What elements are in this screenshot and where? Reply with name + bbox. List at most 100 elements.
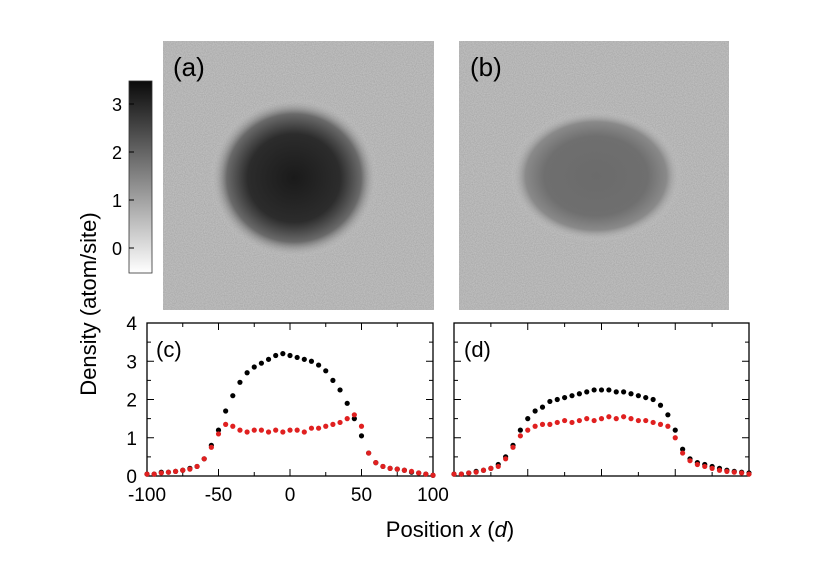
plot-c-point-series-1	[330, 421, 336, 427]
plot-d-point-series-0	[665, 412, 671, 418]
plot-c-point-series-1	[244, 429, 250, 435]
plot-d-point-series-1	[687, 458, 693, 464]
plot-d-point-series-1	[628, 416, 634, 422]
plot-d-point-series-1	[488, 465, 494, 471]
plot-d-point-series-1	[672, 435, 678, 441]
plot-d-point-series-1	[532, 423, 538, 429]
plot-d-point-series-1	[731, 469, 737, 475]
plot-d-point-series-0	[643, 394, 649, 401]
y-axis-label: Density (atom/site)	[76, 212, 101, 395]
plot-c-point-series-0	[280, 351, 286, 357]
plot-d-point-series-0	[517, 427, 523, 433]
plot-d-point-series-0	[576, 391, 582, 397]
plot-c-point-series-1	[201, 456, 207, 462]
plot-d-point-series-1	[569, 419, 575, 426]
plot-c-point-series-1	[187, 466, 193, 472]
plot-c-y-tick-label: 1	[126, 429, 137, 450]
plot-d-point-series-0	[650, 396, 656, 403]
plot-c-point-series-0	[230, 393, 236, 399]
plot-c-point-series-1	[373, 460, 379, 466]
plot-c-point-series-0	[351, 416, 357, 422]
plot-d-point-series-1	[635, 417, 641, 424]
plot-c-point-series-1	[316, 425, 322, 431]
plot-c-x-tick-label: -50	[205, 485, 232, 506]
plot-d-point-series-0	[635, 393, 641, 399]
plot-c-point-series-1	[344, 416, 350, 422]
plot-d-point-series-0	[532, 408, 538, 414]
plot-c-point-series-1	[144, 471, 150, 477]
plot-d-point-series-1	[451, 471, 457, 477]
plot-c-x-tick-label: 0	[285, 485, 296, 506]
plot-d-point-series-1	[724, 468, 730, 475]
plot-c-point-series-1	[223, 421, 229, 427]
plot-c-point-series-0	[251, 364, 257, 370]
colorbar-tick-label: 1	[112, 191, 122, 211]
plot-c-point-series-0	[237, 379, 243, 385]
plot-c-point-series-1	[294, 427, 300, 433]
plot-c-point-series-1	[308, 425, 315, 431]
plot-c-point-series-1	[394, 466, 400, 472]
plot-c-point-series-1	[265, 429, 272, 435]
plot-c-point-series-0	[323, 368, 329, 374]
colorbar: 3 2 1 0	[112, 80, 153, 274]
plot-d-point-series-0	[598, 387, 605, 393]
plot-c-point-series-1	[273, 427, 279, 433]
plot-c-point-series-1	[194, 463, 200, 470]
x-axis-label-close: )	[507, 517, 514, 542]
plot-c-x-tick-label: 50	[351, 485, 372, 506]
plot-d-point-series-1	[576, 417, 582, 424]
plot-c-point-series-1	[387, 465, 393, 471]
plot-d-point-series-0	[584, 389, 590, 395]
plot-d-frame	[453, 322, 750, 477]
plot-c-x-tick-label: -100	[128, 485, 166, 506]
plot-c-point-series-0	[308, 358, 315, 364]
plot-c-point-series-1	[280, 429, 286, 435]
panel-b-image	[459, 41, 729, 310]
colorbar-tick-label: 0	[112, 239, 122, 259]
plot-d-point-series-1	[480, 467, 487, 473]
plot-c-point-series-0	[344, 400, 350, 406]
plot-d-point-series-1	[510, 444, 516, 450]
plot-d-point-series-1	[495, 463, 501, 470]
plot-d-point-series-0	[562, 394, 568, 401]
plot-d-point-series-0	[613, 389, 619, 395]
plot-c-point-series-0	[330, 377, 336, 383]
plot-c: -100 -50 0 50 100 0 1 2 3 4	[126, 314, 448, 506]
plot-c-point-series-1	[430, 472, 436, 478]
plot-d-point-series-0	[657, 402, 664, 408]
plot-d-point-series-0	[547, 398, 553, 405]
plot-d-point-series-1	[591, 417, 597, 424]
plot-d-point-series-1	[650, 419, 656, 426]
plot-d-point-series-1	[739, 470, 745, 476]
plot-c-point-series-0	[294, 354, 300, 361]
plot-c-point-series-0	[301, 356, 307, 362]
plot-c-point-series-1	[215, 431, 222, 437]
panel-a-label: (a)	[173, 52, 205, 82]
plot-d-point-series-0	[628, 391, 634, 397]
plot-d-point-series-1	[702, 463, 708, 470]
colorbar-tick-label: 3	[112, 95, 122, 115]
plot-d-point-series-1	[613, 416, 619, 422]
plot-c-y-tick-label: 4	[126, 314, 137, 335]
plot-c-point-series-0	[316, 362, 322, 368]
plot-d-point-series-1	[746, 471, 752, 477]
plot-c-point-series-1	[408, 468, 415, 475]
panel-c-label: (c)	[156, 337, 182, 362]
plot-d-point-series-1	[503, 456, 509, 462]
x-axis-label-open: (	[481, 517, 495, 542]
plot-c-point-series-1	[337, 419, 343, 426]
plot-c-point-series-1	[258, 427, 264, 433]
plot-d-point-series-1	[539, 421, 546, 427]
plot-d-point-series-1	[554, 419, 560, 426]
plot-d-point-series-1	[458, 471, 464, 477]
plot-c-frame	[146, 322, 434, 477]
plot-c-point-series-1	[165, 469, 172, 475]
plot-d-point-series-0	[554, 396, 560, 403]
plot-d-point-series-0	[539, 404, 546, 410]
panel-b-label: (b)	[470, 52, 502, 82]
plot-d-point-series-1	[598, 416, 605, 422]
plot-c-point-series-0	[215, 427, 222, 433]
plot-c-point-series-1	[358, 423, 365, 429]
colorbar-tick-label: 2	[112, 143, 122, 163]
